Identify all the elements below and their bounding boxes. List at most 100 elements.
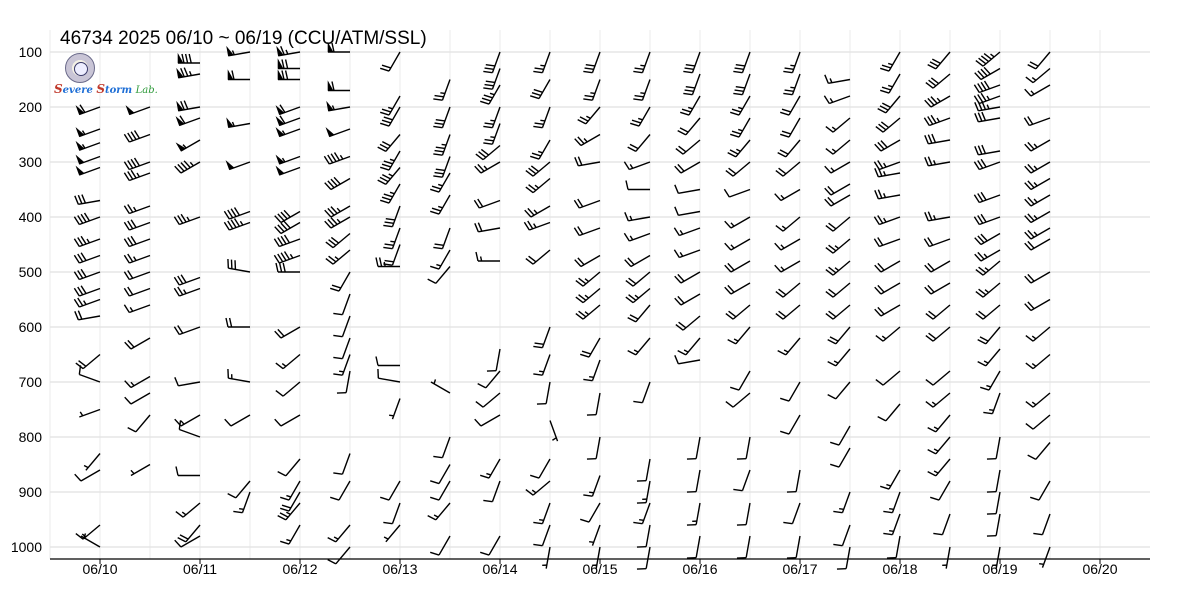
barb-staff	[641, 79, 651, 101]
wind-barb	[633, 51, 651, 74]
barb-feather	[877, 237, 884, 246]
barb-feather	[484, 138, 494, 142]
wind-barb	[474, 414, 501, 427]
barb-half-feather	[389, 191, 395, 195]
wind-barb	[975, 282, 1001, 298]
barb-half-feather	[780, 194, 785, 200]
barb-feather	[673, 227, 680, 236]
barb-feather	[974, 253, 982, 262]
wind-barb	[875, 117, 901, 133]
barb-feather	[625, 180, 629, 190]
x-tick-label: 06/13	[382, 561, 417, 577]
barb-half-feather	[639, 518, 644, 521]
barb-staff	[178, 381, 201, 387]
wind-barb	[574, 133, 601, 147]
barb-half-feather	[231, 121, 235, 127]
barb-staff	[882, 370, 901, 386]
barb-half-feather	[388, 173, 394, 177]
wind-barb	[279, 524, 301, 545]
barb-half-feather	[839, 507, 844, 510]
barb-staff	[541, 51, 551, 73]
barb-feather	[728, 310, 737, 318]
barb-staff	[695, 502, 701, 525]
barb-staff	[1032, 67, 1051, 84]
barb-feather	[233, 207, 241, 216]
wind-barb	[825, 139, 851, 155]
barb-feather	[283, 251, 291, 260]
barb-staff	[491, 51, 501, 73]
barb-feather	[634, 94, 644, 98]
barb-staff	[180, 161, 201, 174]
wind-barb	[227, 258, 251, 273]
wind-barb	[679, 95, 701, 116]
barb-feather	[877, 189, 883, 199]
barb-feather	[233, 218, 241, 227]
barb-staff	[479, 199, 501, 209]
y-tick-label: 600	[19, 319, 43, 335]
barb-staff	[435, 266, 451, 284]
barb-feather	[123, 238, 130, 247]
wind-barb	[475, 392, 501, 408]
barb-feather	[685, 64, 696, 67]
barb-staff	[979, 161, 1001, 171]
wind-barb	[427, 266, 451, 284]
barb-staff	[979, 84, 1001, 94]
barb-feather	[73, 271, 80, 280]
barb-staff	[880, 260, 901, 273]
barb-half-feather	[831, 148, 837, 153]
barb-staff	[979, 194, 1001, 204]
wind-barb	[433, 227, 451, 250]
barb-staff	[430, 381, 451, 394]
barb-feather	[183, 67, 189, 77]
wind-barb	[833, 524, 851, 547]
barb-feather	[127, 253, 134, 263]
barb-feather	[927, 156, 933, 166]
barb-feather	[174, 377, 179, 387]
wind-barb	[329, 271, 351, 292]
barb-feather	[279, 512, 289, 518]
barb-staff	[980, 67, 1001, 81]
barb-feather	[633, 98, 643, 101]
barb-staff	[1030, 210, 1051, 224]
barb-feather	[333, 334, 343, 338]
barb-half-feather	[1033, 198, 1038, 203]
wind-barb	[573, 226, 601, 237]
barb-staff	[1030, 194, 1051, 207]
barb-staff	[982, 260, 1001, 276]
barb-half-feather	[984, 289, 990, 294]
y-tick-label: 400	[19, 209, 43, 225]
barb-staff	[1032, 414, 1051, 430]
barb-staff	[580, 254, 601, 268]
barb-staff	[930, 95, 951, 108]
barb-feather	[927, 63, 937, 70]
barb-feather	[74, 473, 82, 482]
x-tick-labels: 06/10 06/11 06/12 06/13 06/14 06/15 06/16 06/17…	[82, 559, 1118, 577]
barb-feather	[78, 360, 87, 367]
barb-feather	[280, 235, 287, 245]
barb-feather	[980, 68, 988, 77]
barb-half-feather	[479, 256, 483, 262]
barb-feather	[927, 134, 933, 144]
wind-barb	[977, 348, 1001, 367]
barb-feather	[123, 161, 130, 170]
barb-feather	[277, 237, 284, 246]
barb-feather	[279, 115, 286, 124]
barb-staff	[179, 287, 201, 297]
wind-barb	[529, 139, 551, 160]
barb-flag	[226, 117, 234, 128]
barb-feather	[973, 84, 980, 93]
barb-feather	[977, 94, 984, 103]
wind-barb	[533, 502, 551, 525]
barb-feather	[579, 116, 589, 122]
barb-feather	[385, 218, 396, 221]
barb-feather	[879, 67, 890, 72]
barb-feather	[825, 147, 834, 155]
wind-barb	[479, 535, 501, 556]
wind-barb	[429, 464, 451, 485]
barb-half-feather	[130, 381, 135, 387]
wind-barb	[774, 188, 801, 202]
barb-staff	[928, 161, 951, 167]
wind-barb	[479, 458, 501, 479]
barb-feather	[624, 259, 632, 267]
barb-feather	[778, 310, 787, 318]
